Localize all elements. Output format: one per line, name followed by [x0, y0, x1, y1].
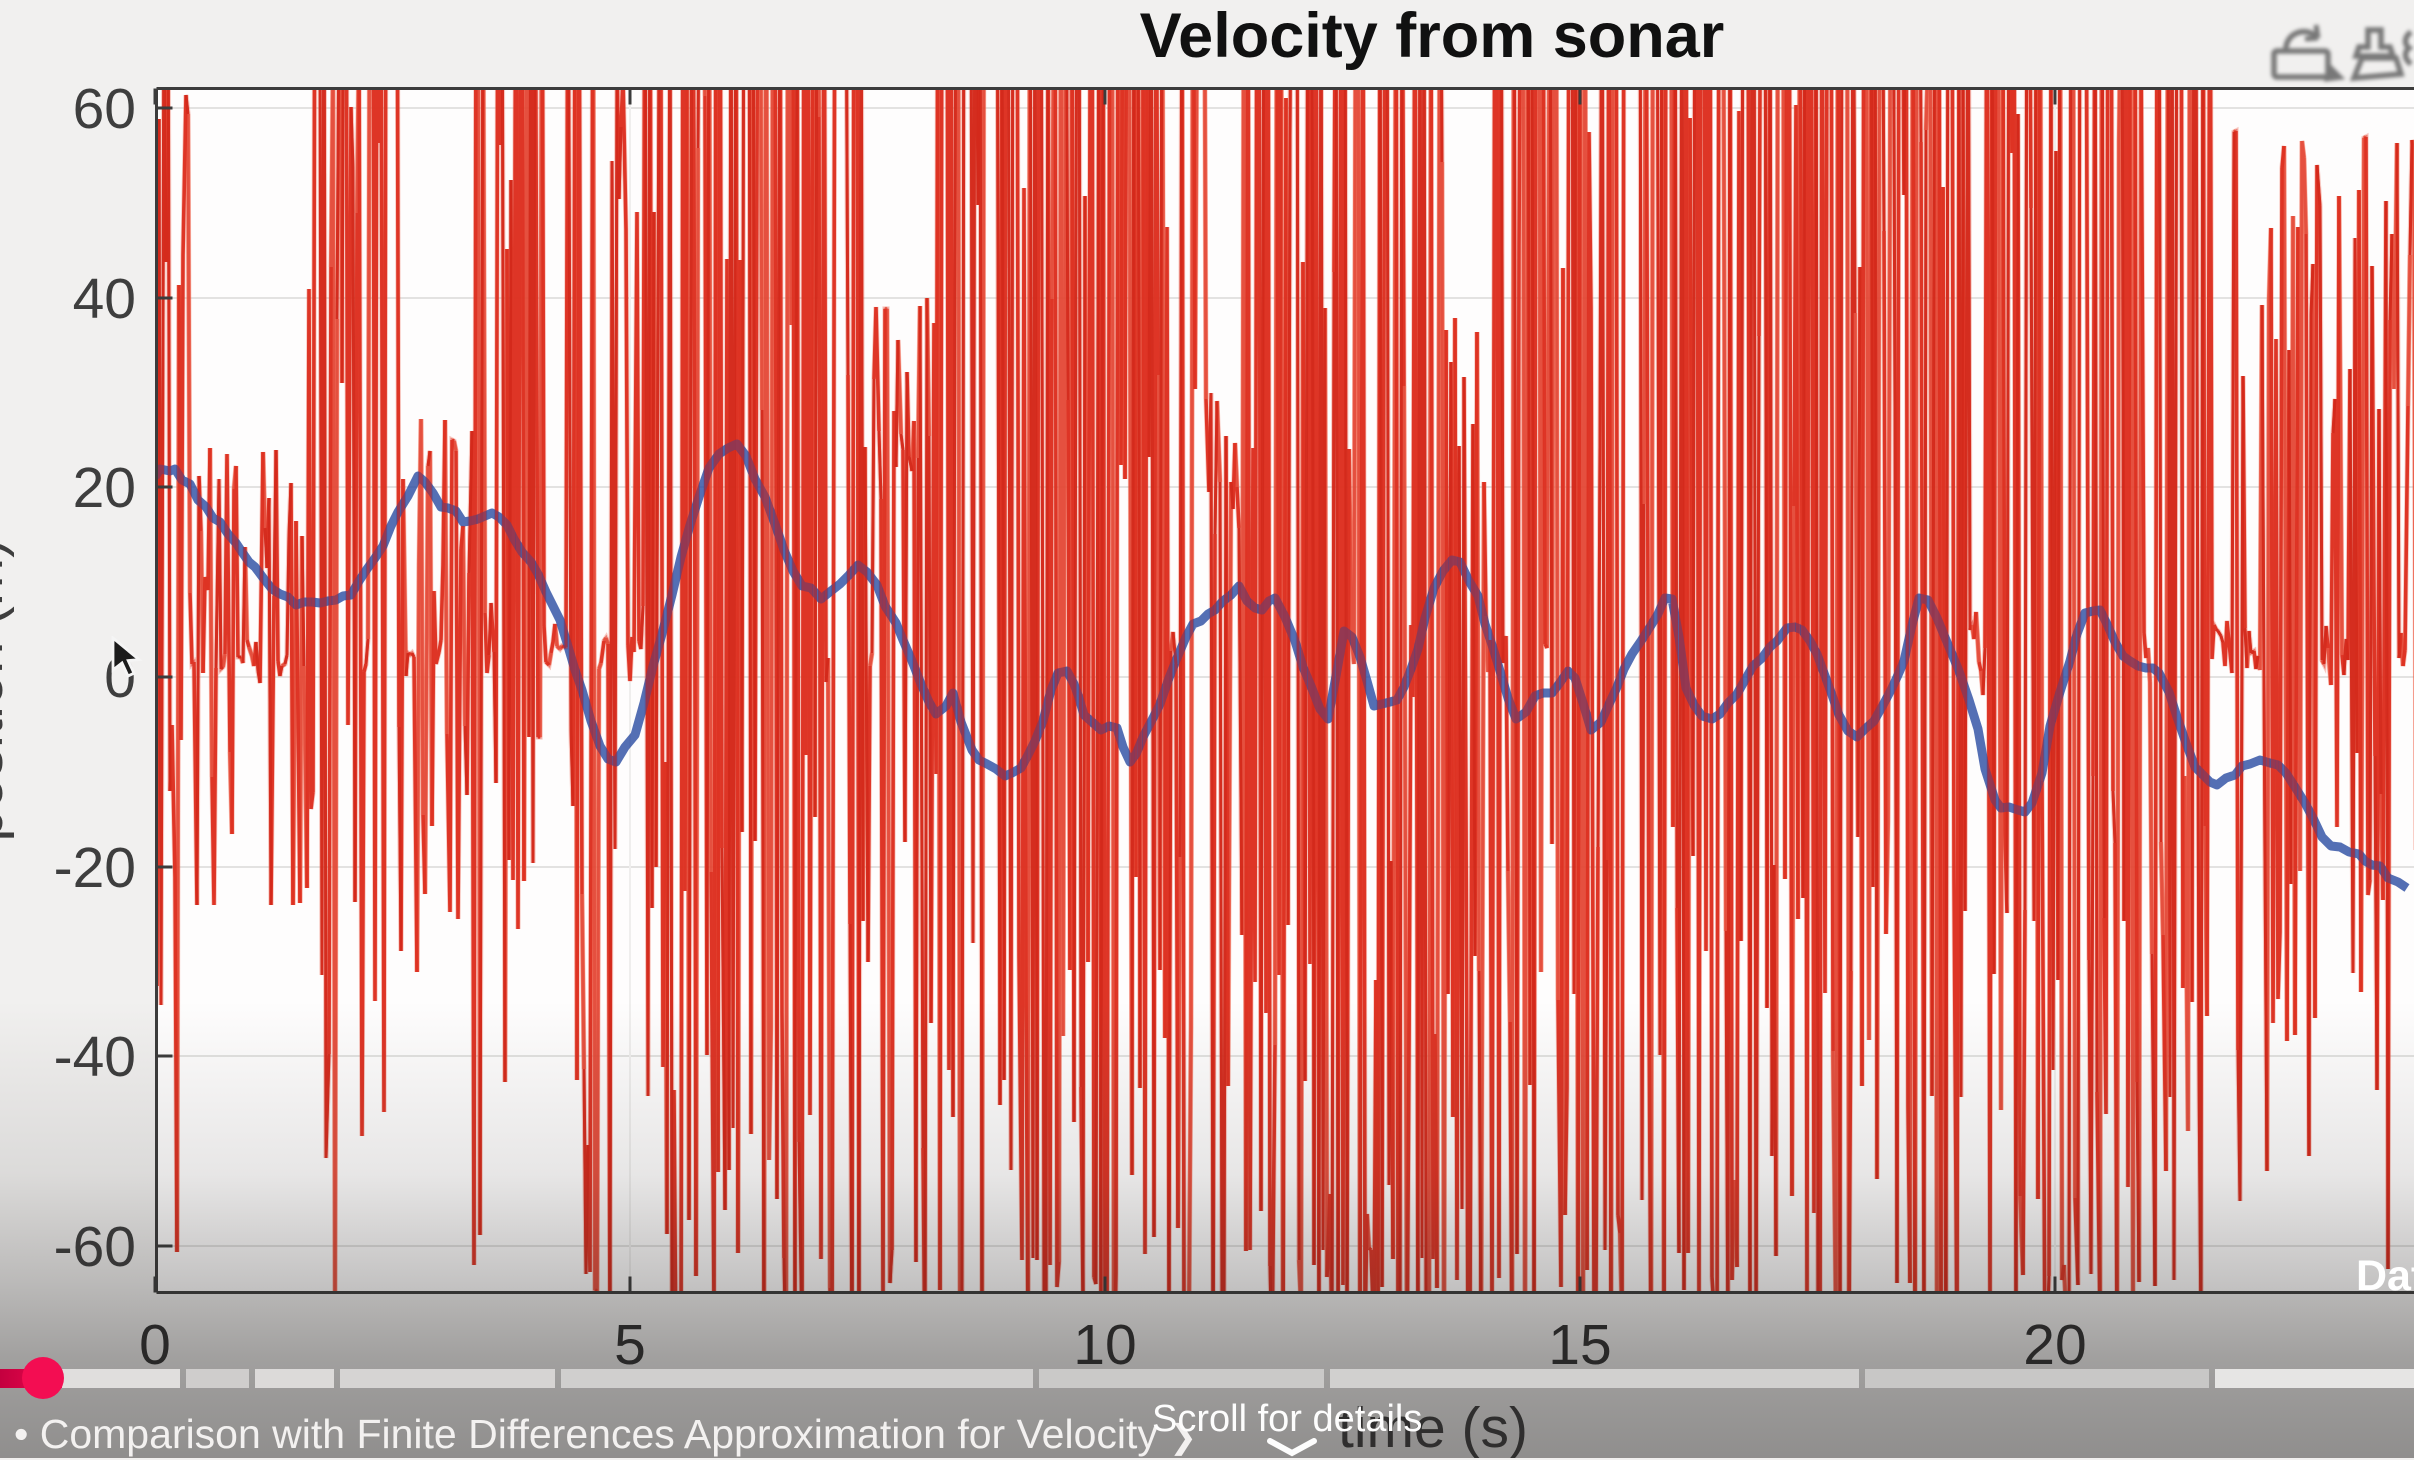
svg-text:position (m): position (m)	[0, 539, 15, 842]
svg-text:Velocity from sonar: Velocity from sonar	[1140, 1, 1725, 71]
svg-text:60: 60	[73, 77, 136, 141]
svg-text:40: 40	[73, 267, 136, 331]
svg-text:-20: -20	[54, 836, 136, 900]
svg-text:20: 20	[73, 456, 136, 520]
